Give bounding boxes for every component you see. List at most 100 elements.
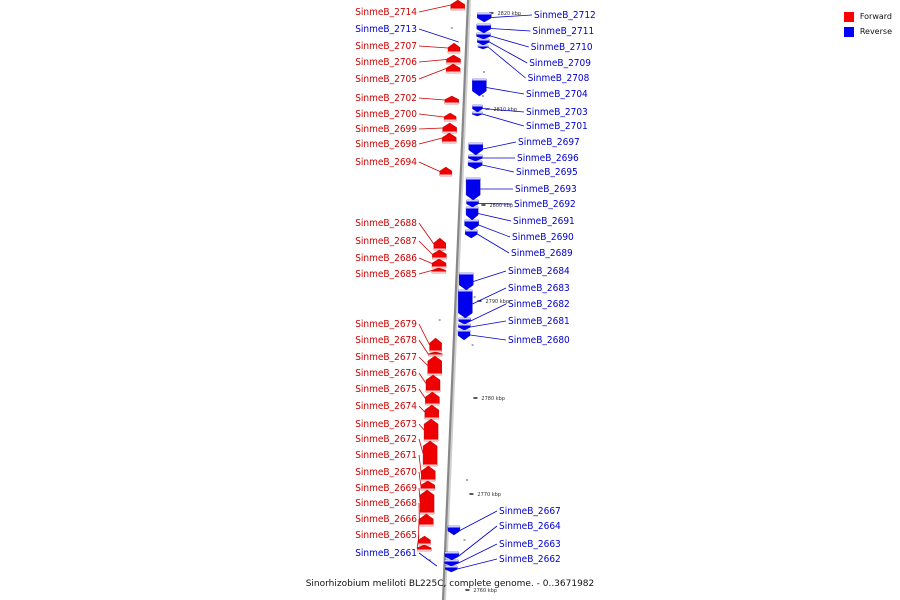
gene-label-sinmeb_2682[interactable]: SinmeB_2682 <box>508 299 570 310</box>
gene-label-sinmeb_2665[interactable]: SinmeB_2665 <box>355 530 417 541</box>
gene-label-sinmeb_2678[interactable]: SinmeB_2678 <box>355 335 417 346</box>
gene-shade <box>477 13 492 15</box>
gene-shade <box>468 143 483 145</box>
gene-shade <box>425 403 440 405</box>
reverse-gene-17[interactable] <box>458 289 473 319</box>
reverse-gene-5[interactable] <box>472 78 487 97</box>
gene-connector <box>418 161 441 172</box>
gene-connector <box>418 222 435 245</box>
gene-connector <box>418 388 426 399</box>
gene-label-sinmeb_2687[interactable]: SinmeB_2687 <box>355 236 417 247</box>
reverse-gene-8[interactable] <box>468 142 483 156</box>
gene-shade <box>420 512 435 514</box>
gene-label-sinmeb_2705[interactable]: SinmeB_2705 <box>355 74 417 85</box>
gene-label-sinmeb_2698[interactable]: SinmeB_2698 <box>355 139 417 150</box>
gene-label-sinmeb_2711[interactable]: SinmeB_2711 <box>532 26 594 37</box>
gene-label-sinmeb_2680[interactable]: SinmeB_2680 <box>508 335 570 346</box>
gene-shade <box>442 141 457 143</box>
gene-label-sinmeb_2684[interactable]: SinmeB_2684 <box>508 266 570 277</box>
gene-label-sinmeb_2696[interactable]: SinmeB_2696 <box>517 153 579 164</box>
gene-label-sinmeb_2686[interactable]: SinmeB_2686 <box>355 253 417 264</box>
reverse-gene-13[interactable] <box>465 206 479 221</box>
gene-shade <box>458 324 471 326</box>
gene-label-sinmeb_2709[interactable]: SinmeB_2709 <box>529 58 591 69</box>
gene-connector <box>482 113 525 127</box>
gene-connector <box>418 28 459 43</box>
gene-label-sinmeb_2713[interactable]: SinmeB_2713 <box>355 24 417 35</box>
gene-label-sinmeb_2674[interactable]: SinmeB_2674 <box>355 401 417 412</box>
gene-label-sinmeb_2697[interactable]: SinmeB_2697 <box>518 137 580 148</box>
gene-label-sinmeb_2691[interactable]: SinmeB_2691 <box>513 216 575 227</box>
gene-label-sinmeb_2670[interactable]: SinmeB_2670 <box>355 467 417 478</box>
gene-shade <box>420 488 435 490</box>
gene-label-sinmeb_2663[interactable]: SinmeB_2663 <box>499 539 561 550</box>
gene-shade <box>444 119 457 121</box>
gene-label-sinmeb_2693[interactable]: SinmeB_2693 <box>515 184 577 195</box>
gene-label-sinmeb_2706[interactable]: SinmeB_2706 <box>355 57 417 68</box>
reverse-gene-11[interactable] <box>465 177 481 201</box>
gene-label-sinmeb_2671[interactable]: SinmeB_2671 <box>355 450 417 461</box>
gene-label-sinmeb_2714[interactable]: SinmeB_2714 <box>355 7 417 18</box>
gene-label-sinmeb_2673[interactable]: SinmeB_2673 <box>355 419 417 430</box>
gene-shade <box>419 524 434 526</box>
gene-label-sinmeb_2681[interactable]: SinmeB_2681 <box>508 316 570 327</box>
legend-label-forward: Forward <box>859 12 892 21</box>
forward-gene-14[interactable] <box>429 337 442 353</box>
forward-gene-21[interactable] <box>422 440 438 467</box>
gene-label-sinmeb_2683[interactable]: SinmeB_2683 <box>508 283 570 294</box>
legend: Forward Reverse <box>843 9 892 39</box>
gene-label-sinmeb_2690[interactable]: SinmeB_2690 <box>512 232 574 243</box>
legend-item-forward: Forward <box>843 9 892 24</box>
gene-label-sinmeb_2661[interactable]: SinmeB_2661 <box>355 548 417 559</box>
gene-label-sinmeb_2664[interactable]: SinmeB_2664 <box>499 521 561 532</box>
gene-shade <box>476 24 491 26</box>
forward-gene-17[interactable] <box>425 374 441 393</box>
gene-shade <box>464 220 479 222</box>
gene-label-sinmeb_2668[interactable]: SinmeB_2668 <box>355 498 417 509</box>
gene-shade <box>429 350 442 352</box>
gene-label-sinmeb_2675[interactable]: SinmeB_2675 <box>355 384 417 395</box>
gene-label-sinmeb_2701[interactable]: SinmeB_2701 <box>526 121 588 132</box>
gene-label-sinmeb_2666[interactable]: SinmeB_2666 <box>355 514 417 525</box>
forward-gene-18[interactable] <box>425 391 440 406</box>
gene-shade <box>421 479 436 481</box>
gene-label-sinmeb_2700[interactable]: SinmeB_2700 <box>355 109 417 120</box>
gene-label-sinmeb_2672[interactable]: SinmeB_2672 <box>355 434 417 445</box>
gene-label-sinmeb_2695[interactable]: SinmeB_2695 <box>516 167 578 178</box>
gene-label-sinmeb_2703[interactable]: SinmeB_2703 <box>526 107 588 118</box>
gene-label-sinmeb_2689[interactable]: SinmeB_2689 <box>511 248 573 259</box>
gene-label-sinmeb_2712[interactable]: SinmeB_2712 <box>534 10 596 21</box>
gene-connector <box>418 487 421 503</box>
gene-shade <box>439 174 452 176</box>
gene-label-sinmeb_2704[interactable]: SinmeB_2704 <box>526 89 588 100</box>
forward-gene-19[interactable] <box>424 404 440 420</box>
forward-gene-25[interactable] <box>419 513 434 527</box>
forward-gene-10[interactable] <box>433 237 447 251</box>
gene-shade <box>472 112 483 114</box>
reverse-gene-16[interactable] <box>459 272 474 291</box>
gene-label-sinmeb_2699[interactable]: SinmeB_2699 <box>355 124 417 135</box>
gene-label-sinmeb_2702[interactable]: SinmeB_2702 <box>355 93 417 104</box>
forward-gene-22[interactable] <box>421 465 436 482</box>
gene-connector <box>482 108 525 113</box>
gene-label-sinmeb_2685[interactable]: SinmeB_2685 <box>355 269 417 280</box>
forward-gene-16[interactable] <box>427 355 442 376</box>
gene-shade <box>448 51 460 53</box>
gene-label-sinmeb_2692[interactable]: SinmeB_2692 <box>514 199 576 210</box>
gene-label-sinmeb_2669[interactable]: SinmeB_2669 <box>355 483 417 494</box>
forward-gene-24[interactable] <box>419 489 435 515</box>
tick-label: 2770 kbp <box>477 492 501 498</box>
gene-label-sinmeb_2694[interactable]: SinmeB_2694 <box>355 157 417 168</box>
gene-label-sinmeb_2667[interactable]: SinmeB_2667 <box>499 506 561 517</box>
gene-label-sinmeb_2677[interactable]: SinmeB_2677 <box>355 352 417 363</box>
forward-gene-20[interactable] <box>423 418 439 442</box>
genome-caption: Sinorhizobium meliloti BL225C, complete … <box>305 579 595 589</box>
gene-label-sinmeb_2679[interactable]: SinmeB_2679 <box>355 319 417 330</box>
gene-connector <box>418 438 424 454</box>
gene-label-sinmeb_2710[interactable]: SinmeB_2710 <box>531 42 593 53</box>
gene-label-sinmeb_2708[interactable]: SinmeB_2708 <box>528 73 590 84</box>
gene-label-sinmeb_2688[interactable]: SinmeB_2688 <box>355 218 417 229</box>
gene-label-sinmeb_2707[interactable]: SinmeB_2707 <box>355 41 417 52</box>
gene-label-sinmeb_2662[interactable]: SinmeB_2662 <box>499 554 561 565</box>
gene-label-sinmeb_2676[interactable]: SinmeB_2676 <box>355 368 417 379</box>
